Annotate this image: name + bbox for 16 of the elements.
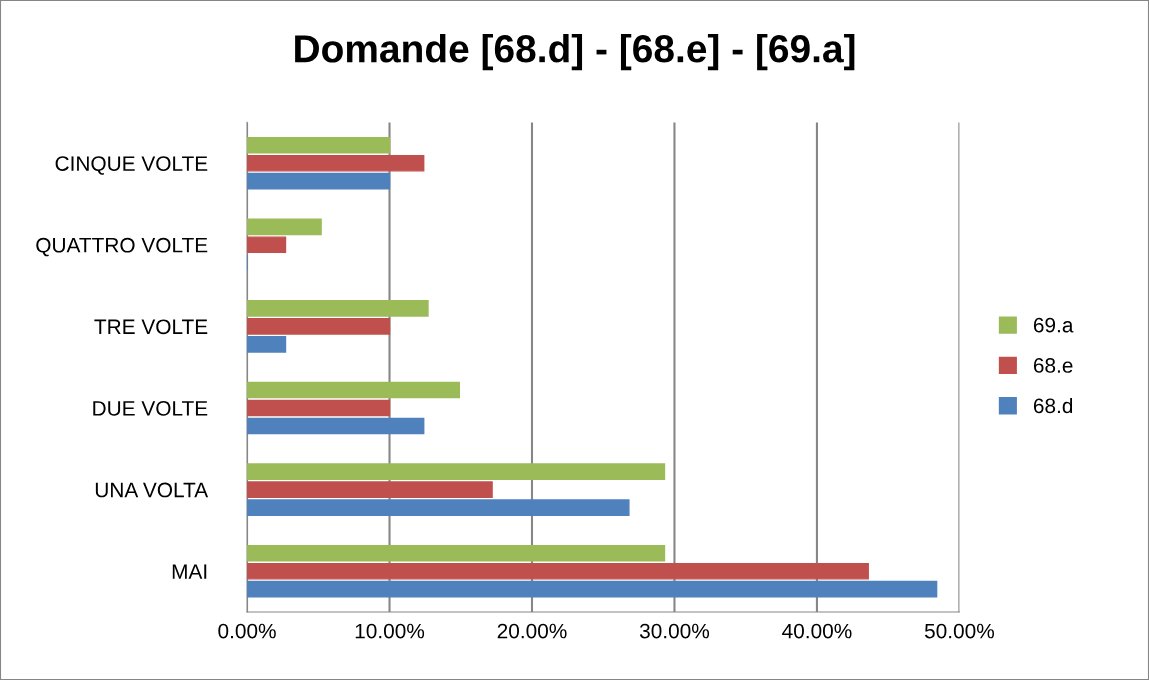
x-tick-label: 20.00% [497, 623, 567, 639]
x-tick-label: 0.00% [218, 623, 276, 639]
y-tick-label: TRE VOLTE [94, 319, 208, 335]
legend-label: 68.e [1033, 358, 1073, 373]
x-tick-label: 50.00% [924, 623, 995, 639]
x-tick-label: 40.00% [782, 623, 852, 639]
x-tick-label: 10.00% [355, 623, 425, 639]
y-tick-label: CINQUE VOLTE [55, 156, 208, 175]
x-tick-label: 30.00% [639, 623, 710, 639]
legend-label: 69.a [1033, 317, 1074, 333]
y-tick-label: MAI [172, 564, 207, 579]
y-tick-label: DUE VOLTE [93, 401, 208, 416]
y-tick-label: UNA VOLTA [95, 482, 209, 498]
legend-label: 68.d [1033, 397, 1073, 414]
y-tick-label: QUATTRO VOLTE [36, 237, 208, 257]
chart-title: Domande [68.d] - [68.e] - [69.a] [295, 34, 855, 71]
